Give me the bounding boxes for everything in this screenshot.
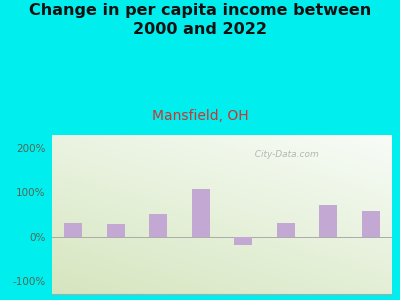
Text: Change in per capita income between
2000 and 2022: Change in per capita income between 2000… <box>29 3 371 37</box>
Bar <box>107 224 125 237</box>
Bar <box>319 205 337 237</box>
Text: City-Data.com: City-Data.com <box>249 150 319 159</box>
Bar <box>277 223 295 237</box>
Bar <box>192 189 210 237</box>
Text: Mansfield, OH: Mansfield, OH <box>152 110 248 124</box>
Bar <box>234 237 252 244</box>
Bar <box>362 211 380 237</box>
Bar <box>64 223 82 237</box>
Bar <box>149 214 167 237</box>
